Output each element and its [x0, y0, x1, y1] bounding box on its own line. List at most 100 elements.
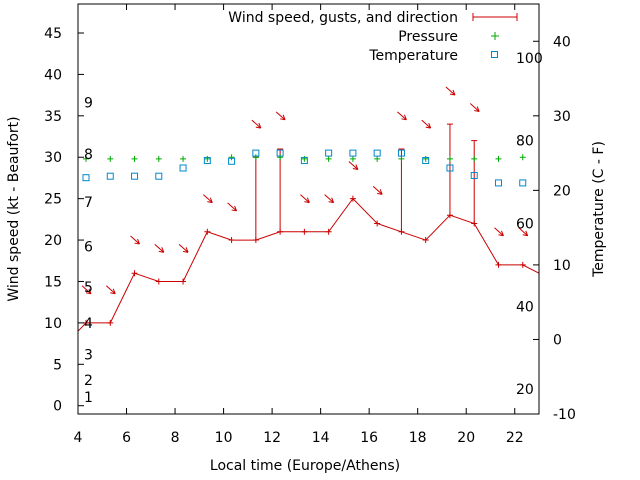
- fahrenheit-label: 40: [516, 299, 534, 315]
- wind-speed-line: [77, 197, 540, 332]
- temperature-point: [82, 174, 90, 182]
- beaufort-label: 8: [84, 147, 93, 163]
- y-tick-label: 20: [44, 233, 62, 249]
- legend-label-temperature: Temperature: [368, 48, 458, 64]
- wind-direction-arrow: [324, 194, 335, 204]
- temperature-point: [373, 149, 381, 157]
- wind-speed-point: [349, 195, 356, 202]
- wind-direction-arrow: [251, 119, 262, 129]
- legend-swatch-temperature: [491, 51, 498, 58]
- pressure-point: [301, 155, 308, 162]
- y2-tick-label: -10: [553, 407, 576, 423]
- wind-gust-bar: [398, 148, 405, 232]
- pressure-point: [204, 155, 211, 162]
- beaufort-label: 6: [84, 239, 93, 255]
- temperature-point: [519, 179, 527, 187]
- beaufort-label: 9: [84, 95, 93, 111]
- temperature-point: [228, 157, 236, 165]
- temperature-point: [349, 149, 357, 157]
- wind-direction-arrow: [397, 111, 407, 121]
- x-tick-label: 20: [457, 430, 475, 446]
- wind-direction-arrow: [372, 185, 383, 195]
- x-tick-label: 10: [215, 430, 233, 446]
- plot-frame: [77, 3, 540, 415]
- x-tick-label: 16: [360, 430, 378, 446]
- pressure-point: [131, 155, 138, 162]
- x-tick-label: 8: [171, 430, 180, 446]
- pressure-point: [83, 155, 90, 162]
- wind-direction-arrow: [469, 103, 480, 113]
- temperature-point: [325, 149, 333, 157]
- temperature-point: [397, 149, 405, 157]
- beaufort-label: 5: [84, 280, 93, 296]
- temperature-point: [300, 157, 308, 165]
- beaufort-label: 1: [84, 390, 93, 406]
- pressure-point: [422, 155, 429, 162]
- temperature-point: [276, 149, 284, 157]
- wind-direction-arrow: [81, 285, 92, 295]
- wind-direction-arrow: [227, 202, 238, 212]
- wind-gust-bar: [471, 140, 478, 224]
- wind-direction-arrow: [275, 111, 286, 121]
- legend: Wind speed, gusts, and direction Pressur…: [228, 10, 518, 64]
- wind-direction-arrow: [421, 119, 432, 129]
- pressure-point: [277, 154, 284, 161]
- y2-tick-label: 0: [553, 332, 562, 348]
- wind-direction-arrow: [300, 194, 310, 204]
- beaufort-label: 2: [84, 373, 93, 389]
- temperature-point: [155, 172, 163, 180]
- legend-swatch-wind: [472, 13, 518, 21]
- wind-gust-bar: [252, 156, 259, 241]
- temperature-point: [446, 164, 454, 172]
- temperature-point: [470, 171, 478, 179]
- y-tick-label: 25: [44, 192, 62, 208]
- temperature-point: [494, 179, 502, 187]
- beaufort-label: 3: [84, 348, 93, 364]
- temperature-point: [179, 164, 187, 172]
- wind-direction-arrow: [518, 227, 529, 237]
- x-tick-label: 14: [312, 430, 330, 446]
- wind-speed-point: [422, 237, 429, 244]
- fahrenheit-label: 20: [516, 382, 534, 398]
- wind-speed-point: [228, 237, 235, 244]
- wind-direction-arrow: [445, 86, 456, 96]
- wind-speed-point: [107, 319, 114, 326]
- wind-speed-point: [83, 319, 90, 326]
- wind-direction-arrow: [105, 285, 116, 295]
- temperature-point: [422, 157, 430, 165]
- pressure-point: [325, 155, 332, 162]
- x-tick-label: 4: [74, 430, 83, 446]
- beaufort-label: 7: [84, 195, 93, 211]
- y2-tick-label: 40: [553, 34, 571, 50]
- pressure-point: [495, 155, 502, 162]
- y-tick-label: 10: [44, 316, 62, 332]
- wind-gust-bar: [446, 123, 453, 216]
- pressure-point: [349, 155, 356, 162]
- pressure-point: [374, 155, 381, 162]
- y-tick-label: 45: [44, 26, 62, 42]
- x-tick-label: 6: [122, 430, 131, 446]
- legend-label-pressure: Pressure: [398, 29, 458, 45]
- fahrenheit-label: 80: [516, 134, 534, 150]
- y2-tick-label: 20: [553, 183, 571, 199]
- y-tick-label: 15: [44, 274, 62, 290]
- pressure-point: [398, 155, 405, 162]
- wind-speed-point: [180, 278, 187, 285]
- wind-direction-arrow: [494, 227, 504, 237]
- x-axis-label: Local time (Europe/Athens): [210, 458, 400, 474]
- temperature-point: [203, 157, 211, 165]
- y-tick-label: 35: [44, 109, 62, 125]
- pressure-point: [471, 155, 478, 162]
- fahrenheit-label: 60: [516, 216, 534, 232]
- y2-tick-label: 30: [553, 109, 571, 125]
- y-tick-label: 40: [44, 67, 62, 83]
- pressure-point: [519, 154, 526, 161]
- wind-speed-point: [155, 278, 162, 285]
- pressure-point: [228, 154, 235, 161]
- temperature-point: [106, 172, 114, 180]
- wind-speed-point: [204, 228, 211, 235]
- y2-tick-label: 10: [553, 258, 571, 274]
- wind-direction-arrow: [202, 194, 213, 204]
- wind-direction-arrow: [154, 243, 165, 253]
